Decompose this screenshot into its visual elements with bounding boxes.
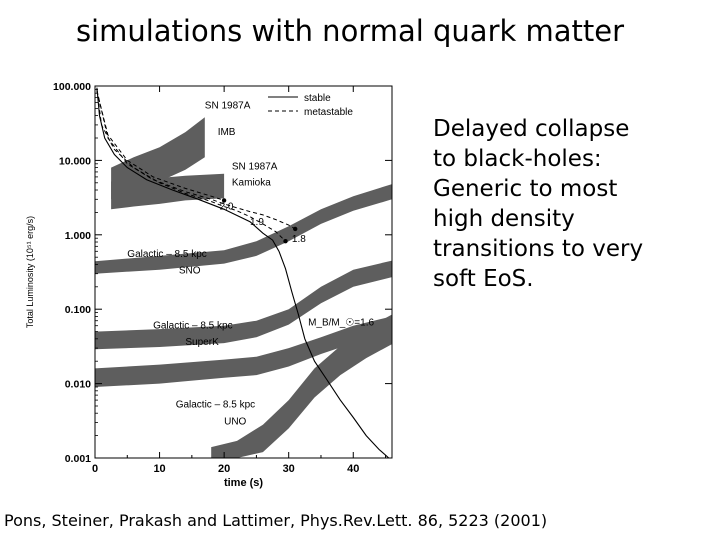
metastable-curve-1 xyxy=(96,89,286,242)
y-axis-label: Total Luminosity (10⁵¹ erg/s) xyxy=(25,216,35,328)
data-band-6 xyxy=(211,314,392,458)
x-axis-label: time (s) xyxy=(224,477,263,489)
chart-annotation: IMB xyxy=(218,127,236,138)
y-tick-label: 10.000 xyxy=(59,155,91,167)
plot-frame xyxy=(94,85,393,459)
chart-annotation: 2.0 xyxy=(220,201,234,212)
y-tick-label: 0.001 xyxy=(65,453,91,465)
metastable-curve-2 xyxy=(96,89,296,230)
x-tick-label: 40 xyxy=(347,463,359,475)
y-tick-label: 1.000 xyxy=(65,230,91,242)
data-band-4 xyxy=(95,260,392,350)
curve-layer xyxy=(96,87,390,459)
chart-annotation: M_B/M_☉=1.6 xyxy=(308,318,374,329)
band-layer xyxy=(95,117,392,458)
curve-end-marker-2 xyxy=(293,226,298,232)
y-tick-label: 100.000 xyxy=(53,81,91,93)
x-tick-label: 0 xyxy=(92,463,98,475)
chart-annotation: UNO xyxy=(224,417,246,428)
curve-end-marker-1 xyxy=(283,239,288,244)
chart-annotation: SN 1987A xyxy=(232,162,278,173)
x-tick-label: 30 xyxy=(283,463,295,475)
data-band-3 xyxy=(95,184,392,274)
slide-title: simulations with normal quark matter xyxy=(75,14,625,48)
metastable-curve-3 xyxy=(96,91,225,201)
citation: Pons, Steiner, Prakash and Lattimer, Phy… xyxy=(4,511,548,530)
annotation-layer: SN 1987A IMB SN 1987A Kamioka 2.0 1.9 1.8 Galac… xyxy=(127,100,374,427)
chart-annotation: Galactic – 8.5 kpc xyxy=(176,399,255,410)
x-tick-label: 10 xyxy=(153,463,165,475)
chart-annotation: 1.8 xyxy=(292,234,306,245)
side-note: Delayed collapse to black-holes: Generic… xyxy=(433,116,644,292)
curve-end-marker-3 xyxy=(221,198,227,203)
x-tick-label: 20 xyxy=(218,463,230,475)
legend: stable metastable xyxy=(268,93,353,118)
data-band-5 xyxy=(95,316,392,387)
legend-label: metastable xyxy=(304,107,353,118)
y-tick-label: 0.010 xyxy=(65,379,91,391)
stable-curve xyxy=(96,87,390,459)
chart-annotation: Galactic – 8.5 kpc xyxy=(153,321,232,332)
legend-label: stable xyxy=(304,93,331,104)
y-tick-label: 0.100 xyxy=(65,304,91,316)
chart-annotation: SuperK xyxy=(185,337,219,348)
data-band-1 xyxy=(111,117,205,200)
chart-annotation: Kamioka xyxy=(232,178,271,189)
chart-annotation: 1.9 xyxy=(250,217,264,228)
luminosity-chart: 0 10 20 30 40 100.000 10.000 1.000 0.100 0.010 0.0… xyxy=(25,81,393,489)
chart-annotation: SN 1987A xyxy=(205,100,251,111)
chart-annotation: SNO xyxy=(179,266,201,277)
axis-ticks: 0 10 20 30 40 100.000 10.000 1.000 0.100 0.010 0.0… xyxy=(53,81,392,475)
data-band-2 xyxy=(111,173,225,210)
chart-annotation: Galactic – 8.5 kpc xyxy=(127,249,206,260)
